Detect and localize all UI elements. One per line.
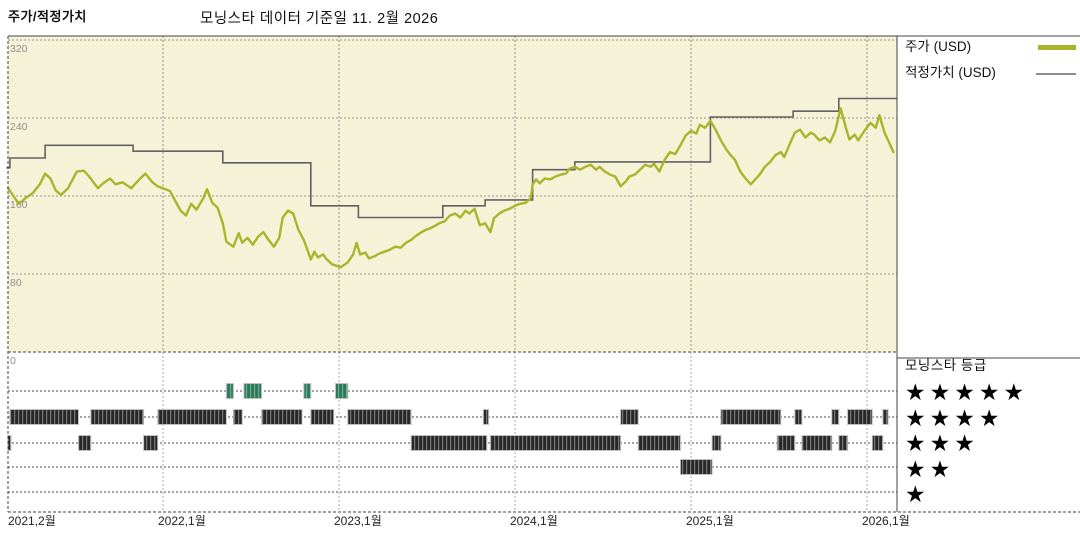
y-axis-tick-label: 320 <box>10 43 28 55</box>
fair-value-line-swatch <box>1036 73 1076 75</box>
legend-price-label: 주가 (USD) <box>905 39 972 54</box>
rating-bar-5-star <box>334 383 349 399</box>
rating-bar-5-star <box>303 383 312 399</box>
x-axis-tick-label: 2025,1월 <box>686 514 734 528</box>
rating-bar-3-star <box>838 435 849 451</box>
rating-bar-3-star <box>143 435 159 451</box>
fair-value-line <box>6 97 897 219</box>
rating-bar-4-star <box>310 409 335 425</box>
rating-bar-4-star <box>347 409 412 425</box>
rating-bar-4-star <box>9 409 80 425</box>
x-axis-tick-label: 2021,2월 <box>8 514 56 528</box>
rating-bar-3-star <box>776 435 796 451</box>
y-axis-tick-label: 160 <box>10 199 28 211</box>
rating-bar-4-star <box>847 409 873 425</box>
rating-bar-3-star <box>489 435 622 451</box>
rating-row-5-stars: ★★★★★ <box>905 379 1029 405</box>
rating-bar-4-star <box>720 409 782 425</box>
y-axis-tick-label: 240 <box>10 121 28 133</box>
star-rows: ★★★★★ ★★★★ ★★★ ★★ ★ <box>905 379 1078 508</box>
rating-legend: 모닝스타 등급 ★★★★★ ★★★★ ★★★ ★★ ★ <box>905 354 1078 508</box>
rating-bar-4-star <box>482 409 490 425</box>
rating-row-1-stars: ★ <box>905 481 930 507</box>
rating-row-3-stars: ★★★ <box>905 430 979 456</box>
rating-bar-4-star <box>882 409 889 425</box>
rating-bar-4-star <box>620 409 639 425</box>
price-line-swatch <box>1038 45 1076 50</box>
rating-row-2-stars: ★★ <box>905 455 955 482</box>
rating-bar-4-star <box>232 409 243 425</box>
rating-bar-4-star <box>157 409 227 425</box>
rating-bar-3-star <box>871 435 884 451</box>
price-panel-background <box>8 36 897 352</box>
legend-item-price[interactable]: 주가 (USD) <box>905 34 1078 60</box>
legend-fair-value-label: 적정가치 (USD) <box>905 65 996 80</box>
rating-legend-title: 모닝스타 등급 <box>905 358 987 373</box>
rating-bar-3-star <box>410 435 488 451</box>
x-axis-tick-label: 2024,1월 <box>510 514 558 528</box>
as-of-date-subtitle: 모닝스타 데이터 기준일 11. 2월 2026 <box>200 11 439 27</box>
rating-bar-4-star <box>794 409 803 425</box>
y-axis-tick-label: 0 <box>10 355 16 367</box>
rating-bar-3-star <box>78 435 92 451</box>
rating-bar-5-star <box>225 383 234 399</box>
rating-bar-4-star <box>261 409 303 425</box>
x-axis-tick-label: 2022,1월 <box>158 514 206 528</box>
rating-panel-background <box>8 352 897 512</box>
y-axis-tick-label: 80 <box>10 277 22 289</box>
legend-item-fair-value[interactable]: 적정가치 (USD) <box>905 60 1078 86</box>
rating-bar-5-star <box>243 383 263 399</box>
x-axis-tick-label: 2026,1월 <box>862 514 910 528</box>
rating-bar-4-star <box>90 409 145 425</box>
x-axis-tick-label: 2023,1월 <box>334 514 382 528</box>
rating-row-4-stars: ★★★★ <box>905 404 1004 431</box>
rating-bar-3-star <box>711 435 722 451</box>
rating-bar-3-star <box>637 435 681 451</box>
series-legend: 주가 (USD) 적정가치 (USD) <box>905 34 1078 86</box>
rating-bar-4-star <box>831 409 840 425</box>
rating-bar-2-star <box>679 459 713 475</box>
rating-bar-3-star <box>801 435 833 451</box>
page-title: 주가/적정가치 <box>8 9 87 24</box>
price-line <box>6 107 895 269</box>
